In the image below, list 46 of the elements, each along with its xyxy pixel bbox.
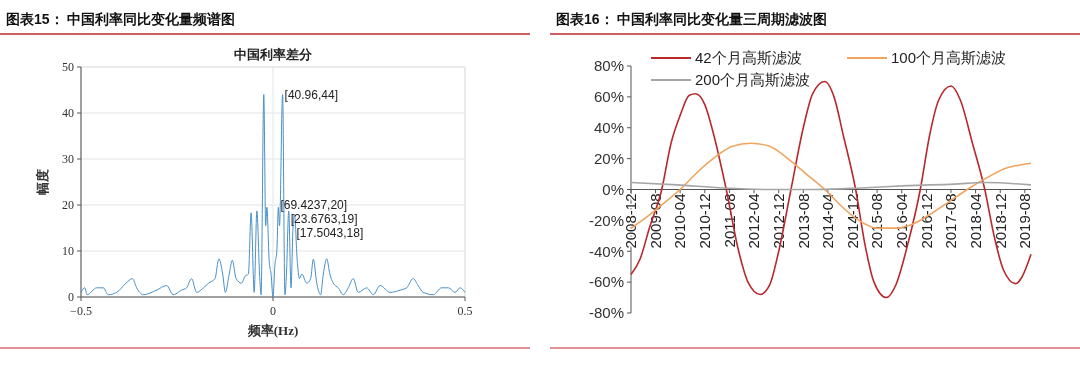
x-tick-label: 2009-08 — [646, 193, 664, 249]
y-tick-label: 80% — [593, 57, 624, 75]
x-tick-label: 2016-04 — [893, 193, 911, 249]
line-series — [630, 181, 1032, 191]
x-tick-label: 2013-08 — [794, 193, 812, 249]
x-tick-label: 2015-08 — [868, 193, 886, 249]
y-tick-label: -20% — [588, 211, 624, 229]
x-tick-label: 2014-12 — [843, 193, 861, 249]
chart-title: 图表15： 中国利率同比变化量频谱图 — [6, 11, 236, 27]
y-tick-label: 20% — [593, 149, 624, 167]
y-tick-label: -80% — [588, 304, 624, 322]
x-tick-label: 2016-12 — [917, 193, 935, 249]
y-tick-label: 30 — [62, 152, 74, 167]
y-tick-label: 40% — [593, 119, 624, 136]
y-axis-title: 幅度 — [35, 169, 50, 195]
x-tick-label: 2018-12 — [991, 193, 1009, 249]
y-tick-label: 0 — [68, 290, 74, 305]
y-tick-label: -60% — [588, 273, 624, 291]
x-tick-label: 2014-04 — [819, 193, 837, 249]
y-tick-label: 20 — [62, 198, 74, 213]
y-tick-label: 60% — [593, 88, 624, 106]
x-tick-label: 2017-08 — [942, 193, 960, 249]
x-tick-label: −0.5 — [70, 304, 92, 318]
y-tick-label: 10 — [62, 244, 74, 259]
x-axis-title: 频率(Hz) — [246, 323, 299, 338]
legend-label: 100个月高斯滤波 — [891, 49, 1007, 67]
annotation: [23.6763,19] — [290, 212, 358, 226]
x-tick-label: 0 — [270, 304, 276, 318]
annotation: [17.5043,18] — [296, 226, 364, 240]
y-tick-label: -40% — [588, 242, 624, 260]
chart-title: 图表16： 中国利率同比变化量三周期滤波图 — [556, 11, 828, 27]
x-tick-label: 2010-04 — [671, 193, 689, 249]
annotation: [40.96,44] — [284, 87, 338, 102]
y-tick-label: 50 — [62, 60, 74, 75]
annotation: [69.4237,20] — [280, 198, 348, 212]
x-tick-label: 2012-04 — [745, 193, 763, 249]
y-tick-label: 40 — [62, 106, 74, 121]
legend-label: 200个月高斯滤波 — [695, 71, 811, 89]
x-tick-label: 2019-08 — [1016, 193, 1034, 249]
legend-label: 42个月高斯滤波 — [695, 49, 802, 67]
chart-subtitle: 中国利率差分 — [234, 47, 313, 62]
x-tick-label: 2018-04 — [966, 193, 984, 249]
x-tick-label: 2012-12 — [769, 193, 787, 249]
x-tick-label: 0.5 — [457, 304, 473, 318]
y-tick-label: 0% — [602, 180, 624, 198]
x-tick-label: 2010-12 — [696, 193, 714, 249]
